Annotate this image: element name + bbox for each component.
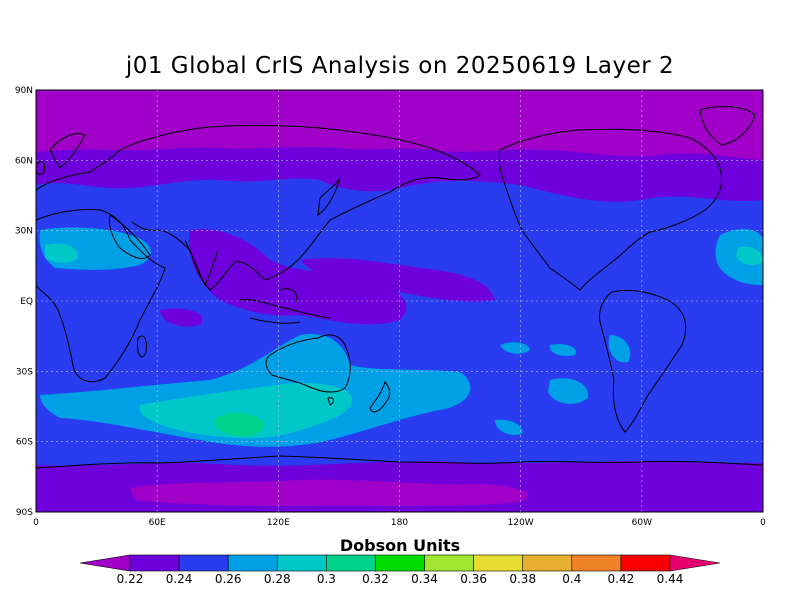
colorbar-swatch [276,554,327,572]
colorbar-swatch [326,554,376,572]
colorbar-lower-extend [79,554,131,572]
coastline-australia [265,334,351,393]
colorbar-tick-label: 0.34 [411,572,438,586]
field-mid-patch [608,335,631,363]
coastline-scandinavia [49,133,86,169]
field-high-patch [45,243,79,263]
colorbar-upper-extend [669,554,721,572]
coastline-south-america [599,289,687,433]
lat-tick-label: 30S [16,367,33,377]
colorbar-swatch [424,554,474,572]
map-title: j01 Global CrIS Analysis on 20250619 Lay… [125,53,675,79]
colorbar-swatch [129,554,180,572]
lat-tick-label: EQ [20,297,33,307]
field-antarctic-core [130,479,528,506]
colorbar-swatch [473,554,524,572]
colorbar [79,554,721,572]
colorbar-swatch [620,554,671,572]
field-tropical-low-patch [189,229,407,325]
lon-tick-label: 0 [33,518,39,528]
colorbar-tick-label: 0.24 [165,572,193,586]
lon-tick-label: 120E [267,518,290,528]
lon-tick-label: 120W [508,518,534,528]
coastline-arabia [109,214,151,259]
lon-tick-label: 180 [391,518,408,528]
coastline-new-zealand [369,380,391,413]
colorbar-tick-label: 0.44 [656,572,684,586]
map-grid [36,90,763,512]
lat-tick-label: 60N [15,156,33,166]
coastline-india [184,239,219,287]
colorbar-swatch [178,554,229,572]
lat-tick-label: 90S [16,508,33,518]
field-high-patch [736,246,763,265]
field-tropical-low-patch [300,258,495,302]
colorbar-swatch [375,554,425,572]
lon-tick-label: 60E [149,518,166,528]
colorbar-tick-label: 0.22 [116,572,144,586]
field-south-peak [214,412,264,437]
coastline-madagascar [137,335,147,358]
coastline-japan [317,177,341,217]
colorbar-tick-label: 0.42 [607,572,635,586]
field-south-high-band [139,383,353,439]
colorbar-tick-label: 0.36 [460,572,487,586]
lon-tick-label: 0 [760,518,766,528]
colorbar-tick-label: 0.38 [509,572,537,586]
colorbar-tick-label: 0.32 [362,572,389,586]
map-frame [35,89,764,513]
colorbar-swatch [522,554,573,572]
coastline-antarctica [36,455,763,469]
colorbar-tick-label: 0.28 [263,572,291,586]
lon-tick-label: 60W [632,518,652,528]
lat-tick-label: 90N [15,86,33,96]
field-tropical-low-patch [160,308,203,327]
field-mid-patch [495,419,523,436]
lat-tick-label: 60S [16,438,33,448]
colorbar-tick-label: 0.4 [562,572,582,586]
field-mid-patch [548,378,589,404]
coastline-eurasia [36,124,481,291]
field-mid-patch [549,344,576,356]
field-mid-patch [500,342,530,354]
coastline-africa [36,209,166,383]
colorbar-swatch [571,554,622,572]
coastline-greenland [699,106,756,146]
lat-tick-label: 30N [15,227,33,237]
colorbar-swatch [227,554,278,572]
coastline-tasmania [327,397,335,406]
coastline-indonesia [239,288,331,324]
coastline-uk [36,161,45,175]
colorbar-tick-label: 0.3 [316,572,336,586]
colorbar-title: Dobson Units [339,536,461,555]
colorbar-tick-label: 0.26 [214,572,242,586]
